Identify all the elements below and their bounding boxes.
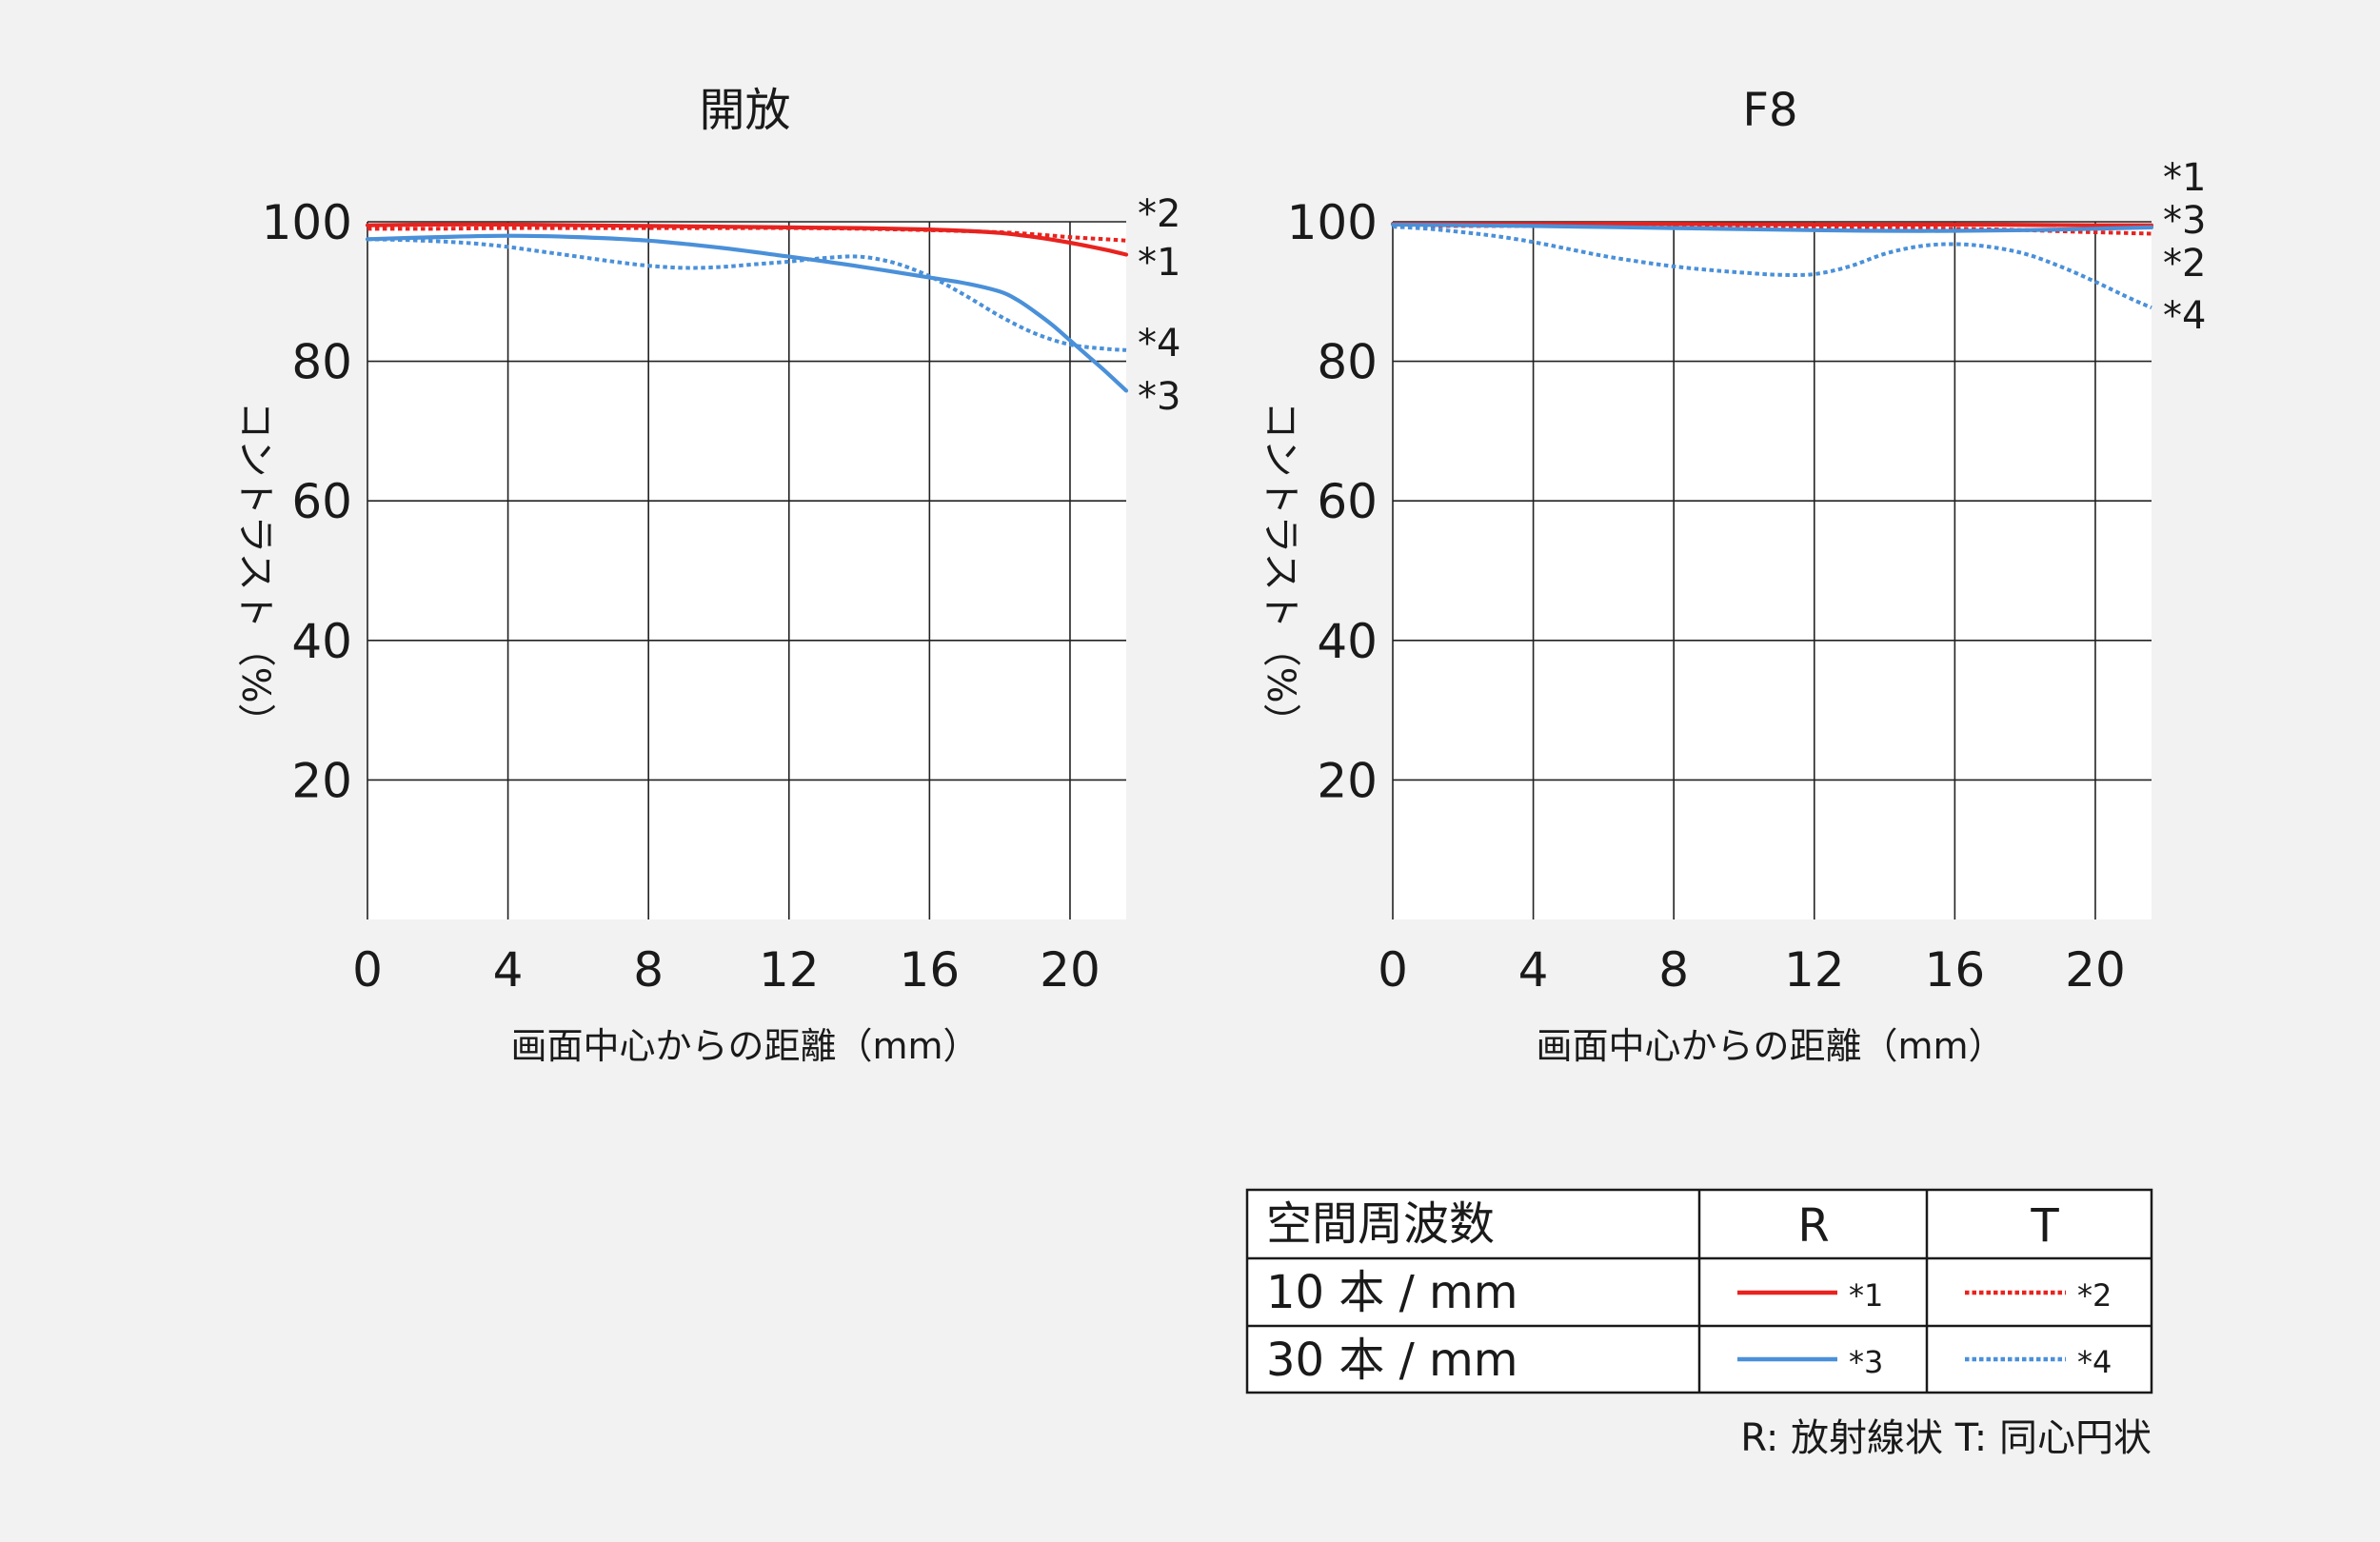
x-axis-label: 画面中心からの距離（mm） [1536,1025,2004,1067]
series-end-label: *4 [1138,322,1180,366]
y-tick-label: 40 [1317,614,1378,669]
x-axis-label: 画面中心からの距離（mm） [510,1025,979,1067]
x-tick-label: 16 [1925,942,1986,998]
x-tick-label: 20 [2065,942,2126,998]
legend-mark-t4: *4 [2077,1344,2112,1380]
series-end-label: *3 [2163,199,2206,243]
series-end-label: *2 [2163,242,2206,286]
legend-table: 空間周波数 R T 10 本 / mm *1 *2 30 本 / mm *3 *… [1245,1188,2153,1394]
x-tick-label: 8 [1658,942,1689,998]
y-tick-label: 100 [1287,195,1378,250]
legend-mark-r1: *1 [1849,1277,1883,1314]
x-tick-label: 0 [1378,942,1408,998]
x-tick-label: 12 [759,942,820,998]
series-end-label: *1 [1138,241,1180,285]
y-tick-label: 20 [291,753,352,808]
legend-mark-t1: *2 [2077,1277,2112,1314]
plot-area [1393,222,2152,919]
series-end-label: *2 [1138,192,1180,236]
y-tick-label: 80 [1317,335,1378,390]
y-tick-label: 100 [262,195,352,250]
x-tick-label: 4 [1518,942,1549,998]
chart-title: F8 [1742,84,1797,137]
x-tick-label: 16 [900,942,961,998]
y-tick-label: 20 [1317,753,1378,808]
plot-area [367,222,1126,919]
series-line-4 [367,237,1127,352]
series-line-4 [1392,225,2152,310]
series-end-label: *4 [2163,294,2206,338]
y-tick-label: 60 [1317,474,1378,529]
y-tick-label: 40 [291,614,352,669]
y-axis-label: コントラスト（%） [1259,401,1302,741]
series-end-label: *1 [2163,156,2206,200]
legend-row-label: 30 本 / mm [1266,1334,1518,1387]
legend-col-t: T [2030,1199,2059,1253]
legend-col-r: R [1797,1199,1829,1253]
series-line-3 [1390,222,2154,233]
legend-mark-r3: *3 [1849,1344,1883,1380]
x-tick-label: 20 [1040,942,1101,998]
mtf-chart-f8: 20 40 60 80 100 0 4 8 12 16 20 F8 画面中心からの距離（mm） コントラス… [1259,84,2206,1067]
series-line-2 [367,226,1127,243]
x-tick-label: 8 [633,942,664,998]
chart-title: 開放 [699,84,790,137]
x-tick-label: 0 [352,942,383,998]
y-axis-label: コントラスト（%） [233,401,277,741]
series-line-1 [1390,222,2154,227]
x-tick-label: 4 [493,942,524,998]
legend-row-label: 10 本 / mm [1266,1266,1518,1319]
legend-note: R: 放射線状 T: 同心円状 [1740,1416,2152,1460]
legend-header: 空間周波数 [1266,1197,1495,1251]
series-end-label: *3 [1138,375,1180,419]
x-tick-label: 12 [1784,942,1845,998]
y-tick-label: 80 [291,335,352,390]
y-tick-label: 60 [291,474,352,529]
